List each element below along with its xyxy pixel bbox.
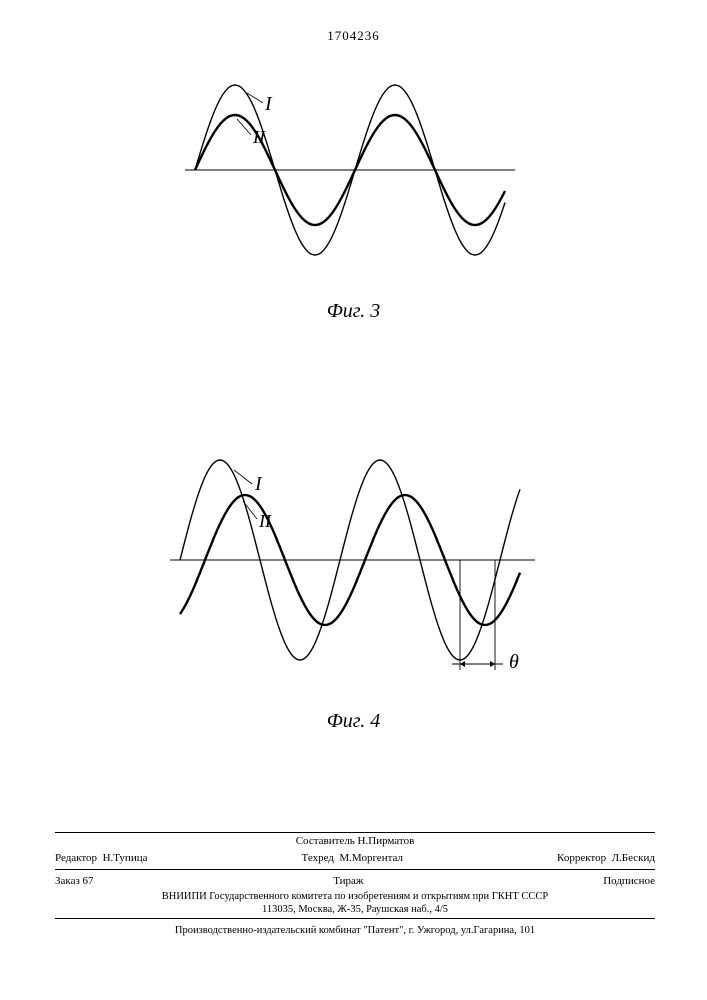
subscription-label: Подписное <box>603 875 655 887</box>
divider <box>55 832 655 833</box>
corrector-label: Корректор <box>557 852 606 864</box>
techred-cell: Техред М.Моргентал <box>302 852 403 864</box>
publisher-line: Производственно-издательский комбинат "П… <box>55 921 655 936</box>
order-row: Заказ 67 Тираж Подписное <box>55 872 655 890</box>
divider <box>55 918 655 919</box>
svg-text:I: I <box>264 93 273 115</box>
svg-text:II: II <box>252 127 266 147</box>
techred-name: М.Моргентал <box>339 852 403 864</box>
svg-text:II: II <box>258 511 272 531</box>
svg-text:I: I <box>254 473 263 495</box>
corrector-cell: Корректор Л.Бескид <box>557 852 655 864</box>
figure-3-caption: Фиг. 3 <box>327 300 381 323</box>
figure-4-chart: IIIθ <box>150 400 550 690</box>
svg-text:θ: θ <box>509 651 519 673</box>
editor-name: Н.Тупица <box>103 852 148 864</box>
editor-cell: Редактор Н.Тупица <box>55 852 147 864</box>
org-line2: 113035, Москва, Ж-35, Раушская наб., 4/5 <box>55 903 655 916</box>
circulation-label: Тираж <box>333 875 363 887</box>
figure-4-caption: Фиг. 4 <box>327 710 381 733</box>
editor-label: Редактор <box>55 852 97 864</box>
staff-row: Редактор Н.Тупица Техред М.Моргентал Кор… <box>55 849 655 867</box>
figure-3-chart: III <box>165 55 525 285</box>
org-line1: ВНИИПИ Государственного комитета по изоб… <box>55 890 655 903</box>
techred-label: Техред <box>302 852 334 864</box>
credits-block: Составитель Н.Пирматов Редактор Н.Тупица… <box>55 830 655 936</box>
corrector-name: Л.Бескид <box>612 852 655 864</box>
compiler-line: Составитель Н.Пирматов <box>55 835 655 849</box>
order-label: Заказ 67 <box>55 875 94 887</box>
document-number: 1704236 <box>327 28 380 44</box>
divider <box>55 869 655 870</box>
